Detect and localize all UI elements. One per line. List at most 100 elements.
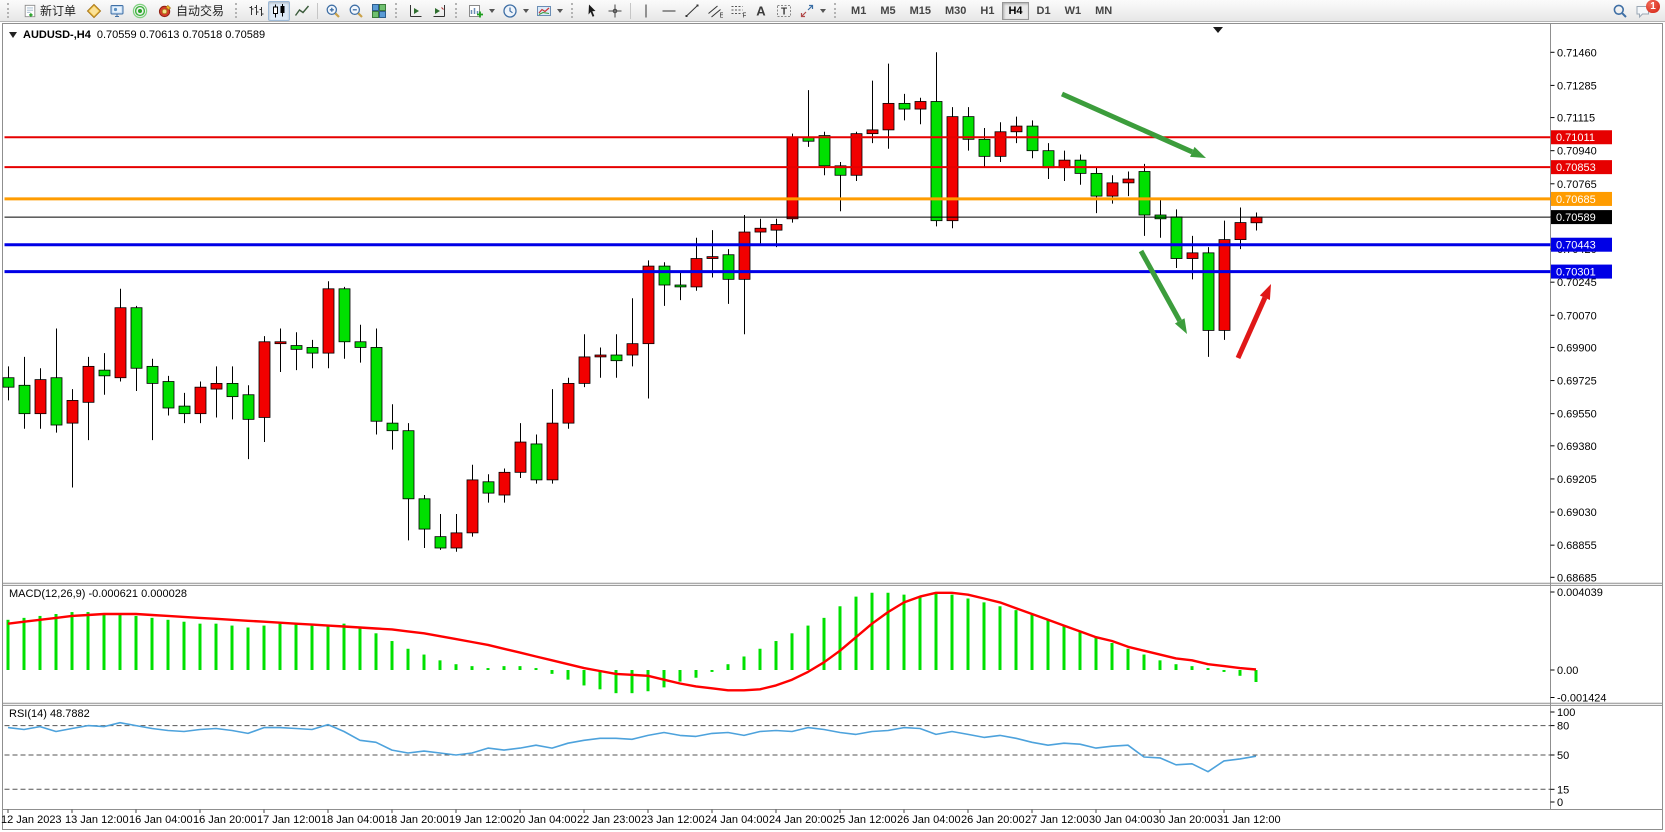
candle xyxy=(130,307,143,369)
text-tool-button[interactable]: A xyxy=(750,1,772,21)
cursor-button[interactable] xyxy=(581,1,603,21)
macd-tick-label: 0.00 xyxy=(1557,665,1578,677)
time-tick-label: 23 Jan 12:00 xyxy=(641,814,705,826)
price-tick-label: 0.70070 xyxy=(1557,310,1597,322)
chart-shift-marker[interactable] xyxy=(1213,27,1223,33)
new-chart-dropdown-caret[interactable] xyxy=(489,8,496,13)
candle xyxy=(530,443,543,481)
templates-button[interactable] xyxy=(533,1,566,21)
chart-shift-button[interactable] xyxy=(405,1,427,21)
symbol-period-label: AUDUSD-,H4 xyxy=(23,29,91,41)
down-arrow-annotation-1[interactable] xyxy=(1060,91,1206,158)
group-handle[interactable] xyxy=(834,3,839,18)
time-axis[interactable]: 12 Jan 2023 13 Jan 12:00 16 Jan 04:00 16 Ja… xyxy=(1,809,1281,827)
horizontal-line-icon xyxy=(662,10,676,11)
group-handle[interactable] xyxy=(571,3,576,18)
candle xyxy=(178,405,191,415)
text-tool-label: A xyxy=(756,3,766,18)
chart-collapse-icon[interactable] xyxy=(9,32,17,38)
quotes-button[interactable] xyxy=(83,1,105,21)
text-label-tool-button[interactable]: T xyxy=(773,1,795,21)
line-chart-button[interactable] xyxy=(291,1,313,21)
vertical-line-button[interactable] xyxy=(635,1,657,21)
candle xyxy=(562,382,575,424)
macd-tick-label: -0.001424 xyxy=(1557,693,1607,705)
current-price-badge xyxy=(1551,210,1612,225)
chat-button[interactable]: 1 xyxy=(1632,0,1660,21)
auto-scroll-button[interactable] xyxy=(428,1,450,21)
signals-button[interactable] xyxy=(129,1,151,21)
crosshair-button[interactable] xyxy=(604,1,626,21)
timeframe-button-W1[interactable]: W1 xyxy=(1064,4,1082,17)
main-toolbar: 新订单 自动交易 xyxy=(0,0,1665,22)
periods-button[interactable] xyxy=(499,1,532,21)
time-tick-label: 13 Jan 12:00 xyxy=(65,814,129,826)
group-handle[interactable] xyxy=(395,3,400,18)
new-order-button[interactable]: 新订单 xyxy=(17,1,82,21)
arrows-dropdown-caret[interactable] xyxy=(820,8,827,13)
periods-dropdown-caret[interactable] xyxy=(523,8,530,13)
bar-chart-button[interactable] xyxy=(245,1,267,21)
timeframe-button-MN[interactable]: MN xyxy=(1095,4,1113,17)
timeframe-button-M30[interactable]: M30 xyxy=(945,4,967,17)
new-chart-icon xyxy=(469,4,484,17)
candle xyxy=(82,365,95,403)
equidistant-channel-button[interactable]: E xyxy=(704,1,726,21)
zoom-out-button[interactable] xyxy=(345,1,367,21)
ohlc-values: 0.70559 0.70613 0.70518 0.70589 xyxy=(96,29,266,41)
autotrade-button[interactable]: 自动交易 xyxy=(152,1,230,21)
candle xyxy=(834,165,847,176)
timeframe-button-D1[interactable]: D1 xyxy=(1036,4,1051,17)
bar-chart-icon xyxy=(249,4,264,16)
timeframe-button-M5[interactable]: M5 xyxy=(880,4,896,17)
chat-unread-badge[interactable]: 1 xyxy=(1646,0,1660,13)
down-arrow-annotation-2[interactable] xyxy=(1138,249,1187,334)
candle xyxy=(370,347,383,422)
signals-icon xyxy=(132,3,148,18)
trendline-button[interactable] xyxy=(681,1,703,21)
horizontal-line-button[interactable] xyxy=(658,1,680,21)
candle xyxy=(354,341,367,348)
tile-windows-icon xyxy=(372,3,387,18)
price-badges: 0.71011 0.70853 0.70685 0.70443 0.70301 0.705… xyxy=(1551,130,1612,279)
candle xyxy=(146,365,159,384)
time-tick-label: 31 Jan 12:00 xyxy=(1217,814,1281,826)
candle xyxy=(466,479,479,534)
time-tick-label: 30 Jan 04:00 xyxy=(1089,814,1153,826)
candlestick-chart-button[interactable] xyxy=(268,0,291,21)
rsi-line xyxy=(7,721,1257,773)
candle xyxy=(386,422,399,432)
candle xyxy=(98,369,111,377)
chart-canvas[interactable]: 0.71460 0.71285 0.71115 0.70940 0.70765 0.705… xyxy=(0,22,1665,832)
timeframe-button-H4[interactable]: H4 xyxy=(1002,1,1029,20)
rsi-tick-label: 50 xyxy=(1557,750,1569,762)
toolbar-drag-handle[interactable] xyxy=(7,3,12,18)
candle xyxy=(866,129,879,135)
timeframe-button-M15[interactable]: M15 xyxy=(909,4,931,17)
new-chart-button[interactable] xyxy=(465,1,498,21)
group-handle[interactable] xyxy=(235,3,240,18)
candle xyxy=(914,101,927,110)
fibonacci-button[interactable]: F xyxy=(727,1,749,21)
candle xyxy=(162,381,175,409)
timeframe-button-H1[interactable]: H1 xyxy=(980,4,995,17)
arrows-tool-button[interactable] xyxy=(796,1,829,21)
templates-dropdown-caret[interactable] xyxy=(557,8,564,13)
candle xyxy=(1234,222,1247,241)
candle xyxy=(1122,178,1135,184)
macd-pane xyxy=(6,591,1258,694)
group-handle[interactable] xyxy=(455,3,460,18)
terminal-icon xyxy=(110,4,124,17)
equidistant-channel-icon: E xyxy=(708,5,723,19)
up-arrow-annotation[interactable] xyxy=(1235,284,1271,360)
zoom-in-button[interactable] xyxy=(322,1,344,21)
autotrade-label: 自动交易 xyxy=(176,4,225,18)
time-tick-label: 18 Jan 04:00 xyxy=(321,814,385,826)
tile-windows-button[interactable] xyxy=(368,1,390,21)
timeframe-button-M1[interactable]: M1 xyxy=(851,4,867,17)
candle xyxy=(994,131,1007,157)
search-button[interactable] xyxy=(1609,1,1631,21)
periods-icon xyxy=(503,3,517,18)
candle xyxy=(226,382,239,398)
terminal-button[interactable] xyxy=(106,1,128,21)
